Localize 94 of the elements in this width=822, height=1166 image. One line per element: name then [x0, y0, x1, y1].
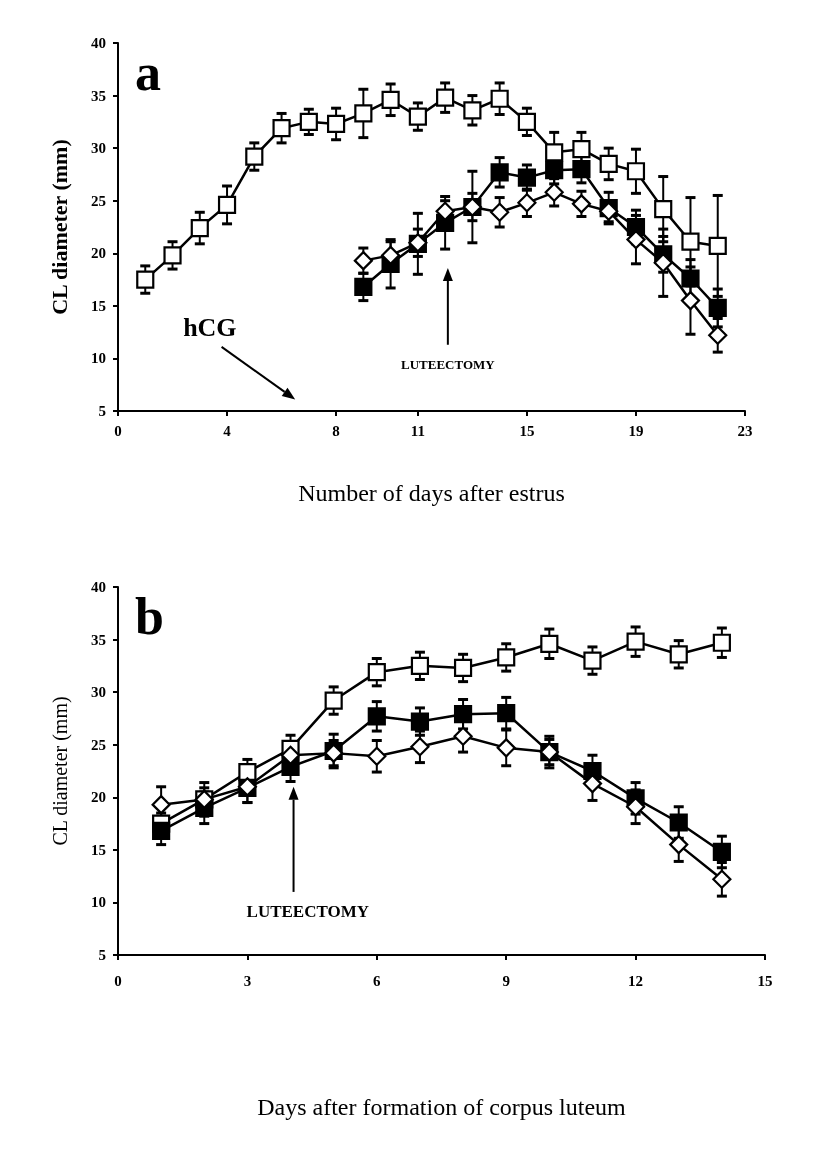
point — [408, 107, 427, 126]
y-tick-label: 35 — [91, 631, 106, 648]
point — [583, 761, 602, 781]
point — [410, 737, 430, 757]
point — [517, 168, 537, 187]
x-tick-label: 0 — [114, 422, 122, 439]
point — [381, 245, 401, 265]
y-tick-label: 35 — [91, 87, 106, 104]
y-tick-label: 10 — [91, 350, 106, 367]
point — [163, 246, 182, 265]
point — [217, 195, 237, 215]
y-tick-label: 30 — [91, 140, 106, 157]
point — [490, 163, 509, 182]
annotation: hCG — [183, 313, 237, 343]
point — [463, 101, 482, 120]
point — [367, 663, 386, 682]
point — [572, 140, 591, 159]
point — [712, 633, 731, 652]
x-tick-label: 23 — [737, 422, 753, 439]
point — [517, 112, 537, 131]
point — [238, 762, 257, 782]
point — [681, 232, 700, 251]
point — [453, 658, 473, 678]
y-tick-label: 5 — [98, 403, 106, 419]
point — [272, 119, 291, 138]
point — [367, 707, 386, 726]
y-tick-label: 40 — [91, 35, 106, 51]
x-tick-label: 15 — [757, 972, 773, 989]
point — [669, 813, 688, 832]
x-axis-title: Number of days after estrus — [298, 480, 565, 506]
point — [680, 291, 701, 311]
point — [152, 821, 171, 841]
point — [626, 230, 646, 250]
point — [545, 143, 564, 162]
y-axis-title: CL diameter (mm) — [49, 696, 72, 846]
y-tick-label: 40 — [91, 579, 106, 595]
point — [490, 202, 510, 222]
y-tick-label: 15 — [91, 841, 106, 858]
y-tick-label: 15 — [91, 297, 106, 314]
annotation: LUTEECTOMY — [246, 902, 370, 922]
point — [540, 634, 559, 653]
point — [280, 745, 301, 765]
x-tick-label: 6 — [373, 972, 382, 989]
point — [381, 90, 400, 109]
point — [299, 112, 318, 131]
point — [245, 147, 264, 166]
point — [410, 656, 430, 675]
point — [436, 88, 455, 107]
chart-title: a — [135, 43, 161, 101]
point — [326, 114, 346, 134]
x-tick-label: 4 — [223, 422, 232, 439]
point — [572, 160, 591, 179]
y-tick-label: 20 — [91, 789, 106, 806]
y-tick-label: 25 — [91, 192, 106, 209]
x-tick-label: 9 — [502, 972, 510, 989]
point — [324, 691, 343, 710]
point — [490, 89, 509, 108]
point — [626, 162, 646, 181]
y-tick-label: 10 — [91, 894, 106, 911]
point — [497, 648, 516, 667]
point — [354, 277, 373, 297]
point — [354, 104, 373, 123]
point — [669, 645, 688, 664]
point — [582, 774, 603, 794]
annotation: LUTEECTOMY — [401, 357, 496, 373]
point — [571, 194, 592, 214]
point — [599, 154, 618, 174]
point — [517, 193, 537, 213]
chart-title: b — [135, 587, 164, 645]
point — [136, 270, 155, 289]
y-tick-label: 5 — [98, 947, 106, 963]
point — [353, 251, 373, 271]
point — [708, 236, 727, 256]
x-tick-label: 8 — [332, 422, 340, 439]
point — [497, 704, 516, 723]
x-tick-label: 19 — [628, 422, 644, 439]
x-tick-label: 15 — [519, 422, 535, 439]
y-tick-label: 30 — [91, 684, 106, 701]
point — [367, 746, 387, 766]
x-axis-title: Days after formation of corpus luteum — [257, 1094, 627, 1120]
point — [626, 632, 645, 651]
point — [654, 200, 673, 219]
point — [583, 651, 602, 670]
y-tick-label: 20 — [91, 245, 106, 262]
y-tick-label: 25 — [91, 736, 106, 753]
x-tick-label: 0 — [114, 972, 122, 989]
y-axis-title: CL diameter (mm) — [46, 139, 72, 315]
point — [190, 218, 209, 238]
point — [151, 795, 171, 815]
x-tick-label: 3 — [243, 972, 252, 989]
point — [453, 705, 473, 724]
x-tick-label: 11 — [410, 422, 425, 439]
point — [496, 738, 516, 758]
x-tick-label: 12 — [628, 972, 644, 989]
